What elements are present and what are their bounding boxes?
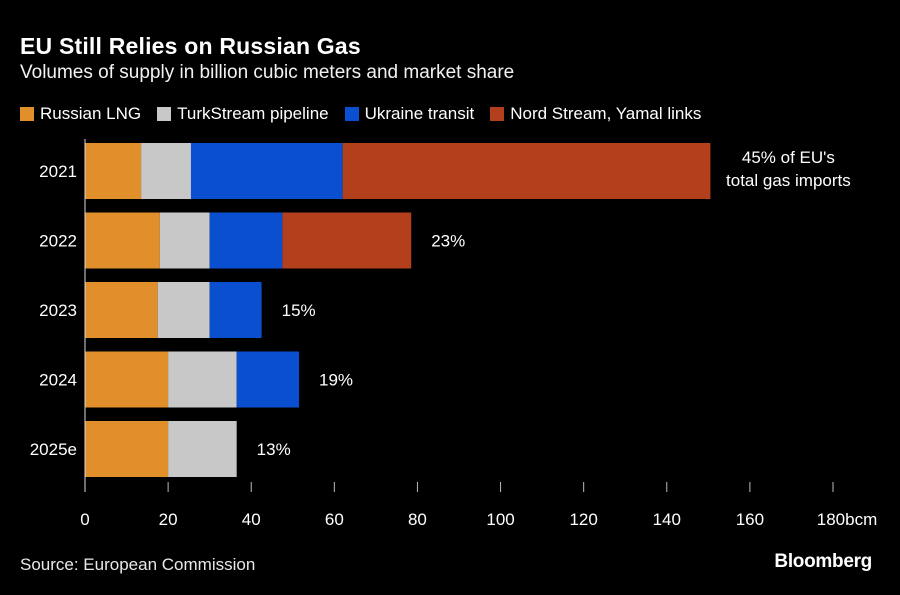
bar-segment [141,143,191,199]
legend-label: Ukraine transit [364,104,475,123]
bar-segment [168,351,237,408]
x-tick-label: 160 [736,510,764,529]
x-tick-label: 80 [408,510,427,529]
bar-segment [209,282,262,338]
chart-title: EU Still Relies on Russian Gas [20,33,361,59]
bar-segment [236,351,300,408]
legend-swatch [490,107,505,121]
bar-segment [85,421,169,477]
bar-segment [282,212,412,269]
share-annotation: 45% of EU's [742,148,835,167]
legend-swatch [344,107,359,121]
x-tick-label: 60 [325,510,344,529]
bar-segment [209,212,283,269]
legend-label: Nord Stream, Yamal links [510,104,702,123]
legend-swatch [157,107,172,121]
category-label: 2021 [39,162,77,181]
bar-segment [85,212,160,269]
category-label: 2024 [39,371,77,390]
x-tick-label: 100 [486,510,514,529]
x-tick-label: 20 [159,510,178,529]
share-annotation: 19% [319,371,353,390]
legend-item: Russian LNG [20,104,141,124]
x-tick-label: 120 [569,510,597,529]
source-note: Source: European Commission [20,555,256,574]
legend-label: Russian LNG [40,104,142,123]
bar-segment [85,282,158,338]
share-annotation: total gas imports [726,171,851,190]
x-tick-label: 140 [653,510,681,529]
legend-item: TurkStream pipeline [157,104,329,124]
legend-swatch [20,107,34,121]
bar-segment [168,421,237,477]
category-label: 2022 [39,232,77,251]
category-label: 2025e [30,440,77,459]
bloomberg-logo: Bloomberg [774,551,872,572]
bar-segment [85,351,169,408]
bar-segment [190,143,343,199]
share-annotation: 13% [257,440,291,459]
share-annotation: 23% [431,232,465,251]
legend-item: Ukraine transit [344,104,475,124]
chart-subtitle: Volumes of supply in billion cubic meter… [20,62,515,83]
legend-item: Nord Stream, Yamal links [490,104,701,124]
legend-label: TurkStream pipeline [177,104,329,123]
bar-segment [159,212,210,269]
bar-segment [85,143,142,199]
x-tick-label: 0 [80,510,89,529]
legend: Russian LNG TurkStream pipeline Ukraine tr… [20,104,717,124]
bar-segment [342,143,711,199]
share-annotation: 15% [282,301,316,320]
bar-segment [157,282,210,338]
x-tick-label: 180bcm [817,510,877,529]
category-label: 2023 [39,301,77,320]
x-tick-label: 40 [242,510,261,529]
